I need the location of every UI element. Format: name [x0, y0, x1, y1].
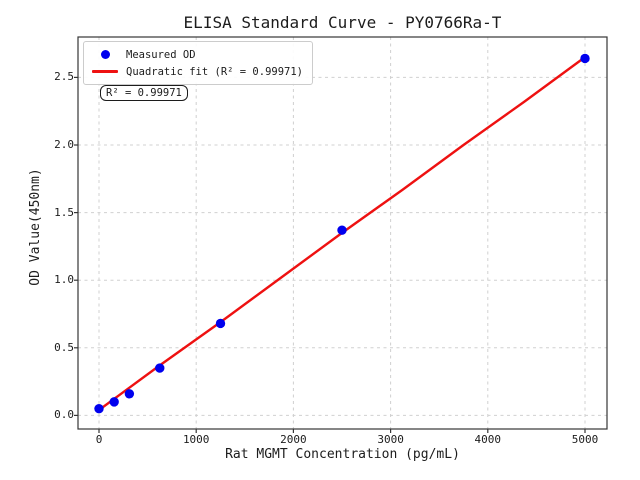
data-point [215, 318, 226, 329]
axes-spines [77, 36, 608, 430]
legend-label-measured-od: Measured OD [126, 48, 196, 61]
x-tick-label: 3000 [377, 433, 404, 446]
x-tick-label: 2000 [280, 433, 307, 446]
data-point [580, 53, 590, 64]
y-tick-label: 0.0 [54, 408, 74, 422]
legend-entry-measured-od: Measured OD [91, 46, 303, 63]
x-tick-label: 5000 [571, 433, 599, 446]
y-axis-label: OD Value(450nm) [28, 168, 43, 286]
data-point [337, 225, 347, 235]
legend-line-marker-icon [92, 70, 118, 73]
x-tick-label: 4000 [474, 433, 502, 446]
legend-label-quadratic-fit: Quadratic fit (R² = 0.99971) [126, 65, 304, 78]
legend-scatter-marker-icon [100, 50, 110, 59]
data-point [155, 363, 165, 373]
y-tick-label: 2.0 [54, 138, 74, 151]
chart-title: ELISA Standard Curve - PY0766Ra-T [183, 13, 502, 32]
data-point [94, 403, 104, 414]
legend-marker-area [91, 70, 119, 73]
x-tick-label: 1000 [182, 433, 210, 446]
data-point [109, 397, 119, 407]
data-point [124, 389, 135, 399]
y-tick-label: 2.5 [54, 70, 74, 84]
r-squared-annotation: R² = 0.99971 [100, 85, 188, 101]
x-tick-label: 0 [95, 433, 103, 446]
x-axis-label: Rat MGMT Concentration (pg/mL) [225, 447, 460, 462]
y-tick-label: 0.5 [54, 340, 74, 354]
legend-entry-quadratic-fit: Quadratic fit (R² = 0.99971) [91, 63, 303, 80]
y-tick-label: 1.0 [54, 273, 74, 287]
legend: Measured OD Quadratic fit (R² = 0.99971) [83, 41, 314, 85]
y-tick-label: 1.5 [54, 205, 74, 219]
legend-marker-area [91, 50, 119, 59]
